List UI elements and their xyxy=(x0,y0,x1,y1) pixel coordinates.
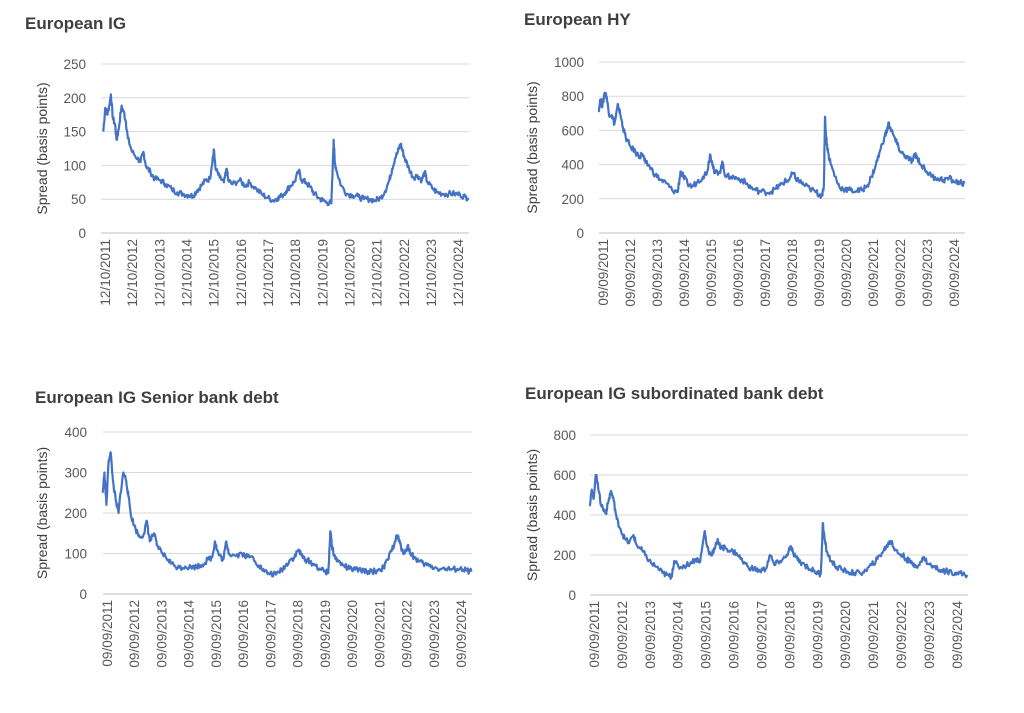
chart-title: European IG xyxy=(25,14,127,33)
x-tick-label: 12/10/2019 xyxy=(315,239,330,307)
x-tick-label: 09/09/2022 xyxy=(893,239,908,307)
x-tick-label: 09/09/2020 xyxy=(345,600,360,668)
x-tick-label: 12/10/2016 xyxy=(234,239,249,307)
x-tick-label: 12/10/2024 xyxy=(451,239,466,307)
x-tick-label: 09/09/2022 xyxy=(400,600,415,668)
y-tick-label: 100 xyxy=(64,547,87,562)
y-tick-label: 0 xyxy=(568,588,576,603)
x-tick-label: 12/10/2023 xyxy=(424,239,439,307)
x-tick-label: 09/09/2019 xyxy=(812,239,827,307)
y-tick-label: 600 xyxy=(553,468,576,483)
chart-title: European IG Senior bank debt xyxy=(35,388,279,407)
x-tick-label: 12/10/2013 xyxy=(152,239,167,307)
y-tick-label: 0 xyxy=(79,587,87,602)
x-tick-label: 09/09/2013 xyxy=(643,601,658,669)
x-tick-label: 12/10/2011 xyxy=(98,239,113,306)
y-tick-label: 200 xyxy=(64,506,87,521)
x-tick-label: 12/10/2014 xyxy=(179,239,194,307)
x-tick-label: 09/09/2022 xyxy=(894,601,909,669)
x-tick-label: 09/09/2011 xyxy=(100,600,115,667)
x-tick-label: 09/09/2016 xyxy=(731,239,746,307)
x-tick-label: 09/09/2012 xyxy=(127,600,142,668)
x-tick-label: 09/09/2011 xyxy=(587,601,602,668)
x-tick-label: 12/10/2017 xyxy=(261,239,276,307)
x-tick-label: 09/09/2020 xyxy=(838,601,853,669)
x-tick-label: 09/09/2015 xyxy=(704,239,719,307)
y-tick-label: 200 xyxy=(553,548,576,563)
x-tick-label: 09/09/2018 xyxy=(291,600,306,668)
x-tick-label: 09/09/2021 xyxy=(866,601,881,669)
x-tick-label: 09/09/2016 xyxy=(236,600,251,668)
y-tick-label: 0 xyxy=(78,226,86,241)
x-tick-label: 09/09/2021 xyxy=(372,600,387,668)
x-tick-label: 09/09/2018 xyxy=(782,601,797,669)
spread-series-line xyxy=(597,91,966,199)
spread-series-line xyxy=(588,473,969,580)
spread-series-line xyxy=(101,451,473,578)
y-tick-label: 800 xyxy=(561,89,584,104)
x-tick-label: 09/09/2020 xyxy=(839,239,854,307)
x-tick-label: 12/10/2022 xyxy=(397,239,412,307)
y-tick-label: 400 xyxy=(64,425,87,440)
y-axis-label: Spread (basis points) xyxy=(34,447,50,579)
y-tick-label: 50 xyxy=(71,192,86,207)
x-tick-label: 09/09/2012 xyxy=(623,239,638,307)
y-tick-label: 150 xyxy=(63,125,86,140)
x-tick-label: 09/09/2024 xyxy=(947,239,962,307)
x-tick-label: 09/09/2023 xyxy=(920,239,935,307)
chart-title: European HY xyxy=(524,10,631,29)
x-tick-label: 09/09/2011 xyxy=(596,239,611,306)
y-tick-label: 1000 xyxy=(554,55,584,70)
x-tick-label: 09/09/2014 xyxy=(671,601,686,669)
y-tick-label: 800 xyxy=(553,428,576,443)
y-tick-label: 100 xyxy=(63,158,86,173)
chart-title: European IG subordinated bank debt xyxy=(525,384,824,403)
y-tick-label: 300 xyxy=(64,466,87,481)
x-tick-label: 09/09/2014 xyxy=(182,600,197,668)
x-tick-label: 12/10/2015 xyxy=(207,239,222,307)
y-tick-label: 200 xyxy=(561,192,584,207)
x-tick-label: 09/09/2014 xyxy=(677,239,692,307)
x-tick-label: 09/09/2015 xyxy=(209,600,224,668)
y-tick-label: 200 xyxy=(63,91,86,106)
x-tick-label: 12/10/2018 xyxy=(288,239,303,307)
x-tick-label: 12/10/2012 xyxy=(125,239,140,307)
y-axis-label: Spread (basis points) xyxy=(524,81,540,213)
x-tick-label: 12/10/2020 xyxy=(342,239,357,307)
y-tick-label: 0 xyxy=(576,226,584,241)
x-tick-label: 09/09/2024 xyxy=(454,600,469,668)
x-tick-label: 09/09/2018 xyxy=(785,239,800,307)
x-tick-label: 09/09/2013 xyxy=(650,239,665,307)
x-tick-label: 09/09/2023 xyxy=(427,600,442,668)
x-tick-label: 09/09/2012 xyxy=(615,601,630,669)
x-tick-label: 09/09/2017 xyxy=(754,601,769,669)
x-tick-label: 09/09/2019 xyxy=(810,601,825,669)
x-tick-label: 09/09/2015 xyxy=(699,601,714,669)
x-tick-label: 09/09/2024 xyxy=(950,601,965,669)
y-tick-label: 400 xyxy=(553,508,576,523)
y-tick-label: 250 xyxy=(63,57,86,72)
x-tick-label: 09/09/2023 xyxy=(922,601,937,669)
x-tick-label: 09/09/2019 xyxy=(318,600,333,668)
x-tick-label: 12/10/2021 xyxy=(370,239,385,307)
y-tick-label: 600 xyxy=(561,123,584,138)
y-tick-label: 400 xyxy=(561,158,584,173)
x-tick-label: 09/09/2013 xyxy=(154,600,169,668)
y-axis-label: Spread (basis points) xyxy=(524,449,540,581)
x-tick-label: 09/09/2016 xyxy=(727,601,742,669)
spread-series-line xyxy=(102,93,470,207)
x-tick-label: 09/09/2017 xyxy=(263,600,278,668)
y-axis-label: Spread (basis points) xyxy=(34,82,50,214)
x-tick-label: 09/09/2021 xyxy=(866,239,881,307)
x-tick-label: 09/09/2017 xyxy=(758,239,773,307)
